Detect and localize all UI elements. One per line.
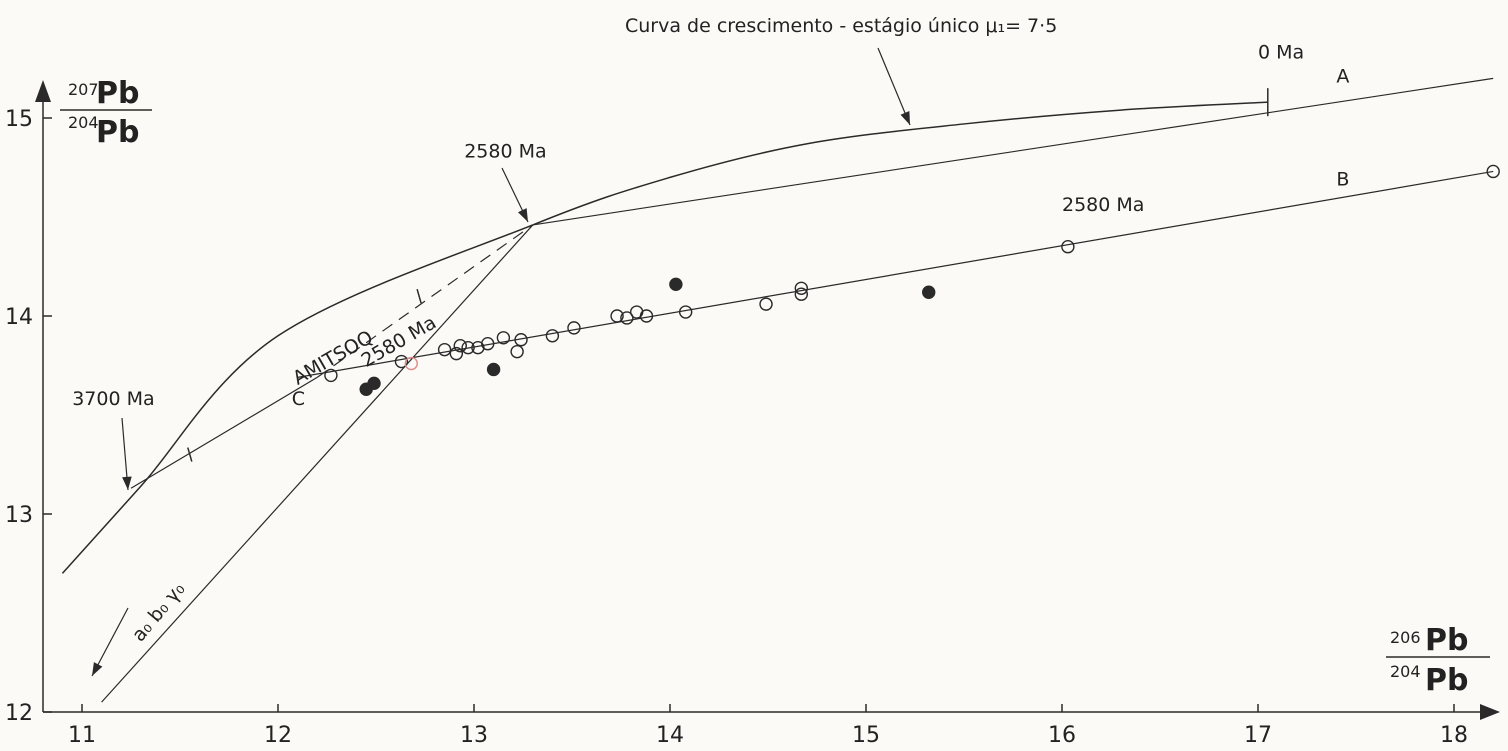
annotation-label: 2580 Ma (1062, 194, 1144, 216)
data-point-open (678, 305, 693, 319)
data-point-open (639, 309, 654, 323)
data-point-open (496, 331, 511, 345)
x-axis-arrow (1480, 704, 1500, 720)
line-A (532, 77, 1494, 226)
y-label-den-sup: 204 (68, 113, 99, 132)
title-arrow-head (900, 111, 910, 125)
x-axis-label: 206 Pb 204 Pb (1386, 623, 1490, 698)
arrow-3700-head (122, 476, 132, 490)
x-tick-label: 12 (264, 723, 292, 748)
y-axis-label: 207 Pb 204 Pb (60, 76, 152, 150)
data-point-open (437, 342, 452, 357)
line-C (130, 376, 318, 489)
chart-title: Curva de crescimento - estágio único μ₁=… (625, 15, 1057, 37)
annotation-label: 0 Ma (1258, 42, 1304, 64)
data-point-open (759, 297, 773, 311)
data-point-open (610, 309, 624, 323)
x-label-den-sup: 204 (1390, 662, 1421, 681)
title-arrow (877, 47, 911, 126)
data-point-open (794, 287, 809, 301)
data-point-open (324, 368, 338, 383)
x-label-num: Pb (1425, 623, 1468, 658)
annotation-label: a₀ b₀ γ₀ (128, 578, 190, 646)
growth-curve (61, 101, 1268, 574)
line-a0b0g0 (101, 224, 534, 703)
y-label-num-sup: 207 (68, 80, 99, 99)
line-C-dashed (316, 224, 534, 378)
data-point-open (510, 344, 524, 359)
y-tick-label: 13 (5, 503, 33, 528)
annotation-label: 3700 Ma (72, 388, 154, 410)
x-label-num-sup: 206 (1390, 628, 1421, 647)
y-label-den: Pb (96, 115, 139, 150)
line-tick (416, 288, 422, 304)
data-point-open (567, 321, 581, 335)
x-tick-label: 11 (68, 723, 96, 748)
data-point-open (453, 339, 467, 353)
x-tick-label: 13 (460, 723, 488, 748)
annotation-label: C (292, 388, 305, 410)
data-point-filled (669, 277, 683, 292)
data-point-open (794, 281, 809, 295)
x-tick-label: 16 (1048, 723, 1076, 748)
data-point-open (1061, 239, 1075, 254)
data-point-filled (486, 362, 501, 377)
data-point-open (449, 346, 464, 361)
data-point-filled (367, 376, 381, 391)
data-point-open (545, 329, 560, 343)
arrow-2580-head (517, 208, 528, 222)
data-point-open (1486, 164, 1500, 179)
line-tick (187, 447, 193, 462)
annotation-label: B (1336, 168, 1349, 190)
y-tick-label: 15 (5, 107, 33, 132)
x-tick-label: 17 (1244, 723, 1272, 748)
y-tick-label: 14 (5, 305, 33, 330)
x-tick-label: 14 (656, 723, 684, 748)
y-axis-arrow (35, 80, 51, 102)
y-tick-label: 12 (5, 701, 33, 726)
line-B (297, 170, 1494, 378)
data-point-open (461, 340, 475, 355)
data-point-open (481, 337, 495, 351)
data-point-open (514, 333, 528, 347)
x-tick-label: 18 (1440, 723, 1468, 748)
annotation-label: A (1336, 65, 1349, 87)
data-point-open (620, 311, 634, 325)
data-point-open (394, 354, 409, 369)
x-label-den: Pb (1425, 663, 1468, 698)
x-tick-label: 15 (852, 723, 880, 748)
arrow-a0b0g0-head (92, 662, 103, 676)
data-point-red (404, 356, 418, 371)
annotation-label: 2580 Ma (464, 141, 546, 163)
data-point-filled (922, 285, 936, 299)
y-label-num: Pb (96, 76, 139, 111)
